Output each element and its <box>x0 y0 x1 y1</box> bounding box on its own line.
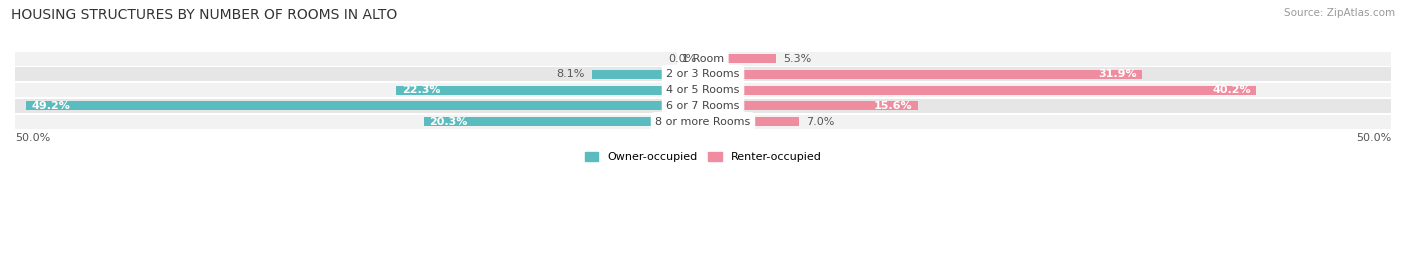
Text: 20.3%: 20.3% <box>429 117 468 127</box>
Bar <box>396 86 703 95</box>
Bar <box>15 52 1391 66</box>
Text: Source: ZipAtlas.com: Source: ZipAtlas.com <box>1284 8 1395 18</box>
Text: 40.2%: 40.2% <box>1212 85 1251 95</box>
Text: 5.3%: 5.3% <box>783 54 811 64</box>
Text: 49.2%: 49.2% <box>31 101 70 111</box>
Bar <box>703 70 1142 79</box>
Text: 8 or more Rooms: 8 or more Rooms <box>655 117 751 127</box>
Bar <box>25 101 703 111</box>
Text: 0.0%: 0.0% <box>668 54 696 64</box>
Text: 31.9%: 31.9% <box>1098 69 1136 79</box>
Text: 50.0%: 50.0% <box>1355 133 1391 143</box>
Bar <box>703 86 1256 95</box>
Text: 22.3%: 22.3% <box>402 85 440 95</box>
Bar <box>15 83 1391 97</box>
Text: 7.0%: 7.0% <box>806 117 835 127</box>
Bar <box>703 117 800 126</box>
Text: 15.6%: 15.6% <box>873 101 912 111</box>
Text: 1 Room: 1 Room <box>682 54 724 64</box>
Bar <box>15 99 1391 113</box>
Bar <box>423 117 703 126</box>
Text: 4 or 5 Rooms: 4 or 5 Rooms <box>666 85 740 95</box>
Bar <box>703 54 776 63</box>
Bar <box>15 68 1391 81</box>
Text: 8.1%: 8.1% <box>557 69 585 79</box>
Text: 6 or 7 Rooms: 6 or 7 Rooms <box>666 101 740 111</box>
Legend: Owner-occupied, Renter-occupied: Owner-occupied, Renter-occupied <box>581 147 825 167</box>
Text: HOUSING STRUCTURES BY NUMBER OF ROOMS IN ALTO: HOUSING STRUCTURES BY NUMBER OF ROOMS IN… <box>11 8 398 22</box>
Text: 2 or 3 Rooms: 2 or 3 Rooms <box>666 69 740 79</box>
Text: 50.0%: 50.0% <box>15 133 51 143</box>
Bar <box>15 115 1391 129</box>
Bar <box>592 70 703 79</box>
Bar <box>703 101 918 111</box>
